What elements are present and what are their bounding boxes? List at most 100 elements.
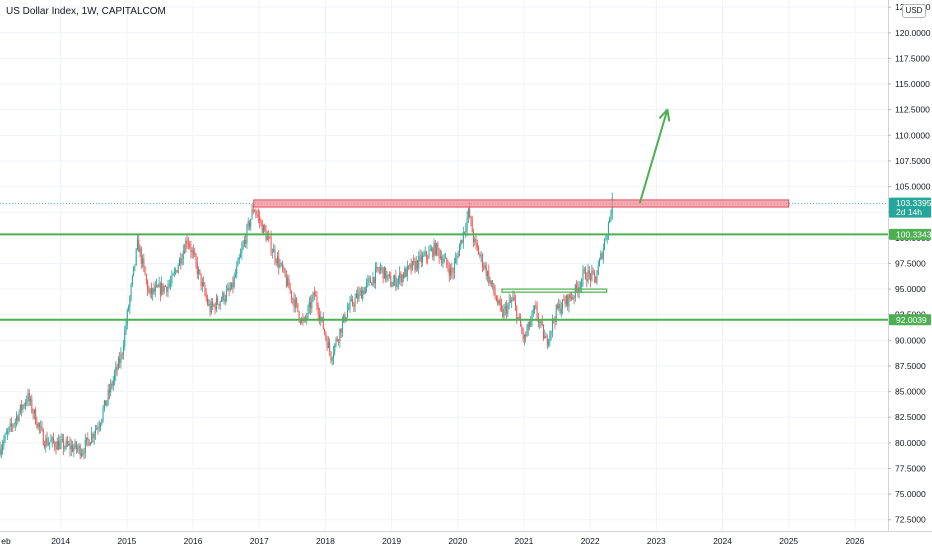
candle-body	[563, 299, 565, 302]
candle-body	[121, 353, 123, 355]
candle-body	[551, 319, 553, 331]
candle-body	[78, 445, 80, 449]
x-tick-label: 2023	[647, 536, 666, 546]
candle-body	[293, 298, 295, 308]
candle-body	[83, 453, 85, 455]
candle-body	[274, 249, 276, 260]
candle-body	[493, 283, 495, 293]
candle-body	[601, 253, 603, 259]
candle-body	[19, 404, 21, 413]
candle-body	[204, 285, 206, 294]
candle-body	[124, 330, 126, 347]
candle-body	[261, 221, 263, 233]
candle-body	[548, 341, 550, 345]
candle-body	[69, 443, 71, 450]
candle-body	[437, 243, 439, 250]
candle-body	[218, 304, 220, 306]
x-tick-label: 2017	[250, 536, 269, 546]
candle-body	[88, 440, 90, 446]
candle-body	[443, 258, 445, 261]
candles	[0, 192, 613, 460]
trend-arrow[interactable]	[638, 109, 669, 204]
candle-body	[166, 286, 168, 292]
candle-body	[35, 409, 37, 424]
candle-body	[369, 278, 371, 283]
candle-body	[144, 266, 146, 276]
candle-body	[213, 304, 215, 306]
candle-body	[355, 293, 357, 299]
candle-body	[294, 299, 296, 308]
candle-body	[514, 300, 516, 307]
candle-body	[32, 411, 34, 414]
candle-body	[436, 243, 438, 255]
candle-body	[228, 287, 230, 290]
candle-body	[411, 261, 413, 270]
candle-body	[339, 328, 341, 341]
candle-body	[481, 254, 483, 267]
candle-body	[234, 274, 236, 277]
candle-body	[210, 302, 212, 313]
candle-body	[381, 267, 383, 269]
candle-body	[153, 288, 155, 292]
candle-body	[112, 380, 114, 386]
candle-body	[106, 400, 108, 406]
candle-body	[251, 209, 253, 220]
candle-body	[173, 271, 175, 275]
resistance-zone[interactable]	[253, 199, 790, 208]
candle-body	[168, 284, 170, 286]
candle-body	[96, 427, 98, 430]
candle-body	[192, 250, 194, 253]
candle-body	[346, 309, 348, 318]
candle-body	[205, 293, 207, 299]
candle-body	[52, 437, 54, 443]
drawings[interactable]	[0, 108, 888, 321]
candle-body	[579, 286, 581, 288]
candle-body	[91, 433, 93, 443]
candle-body	[366, 282, 368, 288]
candle-body	[595, 276, 597, 283]
candle-body	[478, 247, 480, 255]
candle-body	[262, 225, 264, 233]
y-tick-label: 87.5000	[895, 361, 926, 371]
x-tick-label: 2022	[581, 536, 600, 546]
candle-body	[374, 268, 376, 284]
candle-body	[201, 281, 203, 287]
candle-body	[110, 383, 112, 393]
candle-body	[22, 405, 24, 410]
candle-body	[546, 337, 548, 345]
candle-body	[348, 307, 350, 310]
candle-body	[582, 270, 584, 281]
candle-body	[247, 221, 249, 226]
candle-body	[54, 442, 56, 448]
breakout-box[interactable]	[501, 288, 608, 293]
price-label-text: 103.3395	[896, 198, 932, 208]
chart-title: US Dollar Index, 1W, CAPITALCOM	[6, 6, 166, 17]
candle-body	[338, 340, 340, 342]
candle-body	[555, 305, 557, 322]
candle-body	[75, 442, 77, 450]
candle-body	[587, 270, 589, 282]
candle-body	[416, 260, 418, 269]
candle-body	[577, 287, 579, 292]
candle-body	[556, 305, 558, 309]
candle-body	[283, 268, 285, 270]
x-tick-label: 2015	[117, 536, 136, 546]
candle-body	[159, 283, 161, 295]
candle-body	[84, 440, 86, 454]
grid	[0, 0, 888, 531]
price-scale[interactable]	[888, 0, 932, 550]
candle-body	[55, 447, 57, 450]
candle-body	[423, 255, 425, 256]
candle-body	[539, 322, 541, 324]
candle-body	[376, 267, 378, 269]
price-label-text: 92.0039	[896, 315, 927, 325]
candle-body	[350, 299, 352, 301]
y-tick-label: 97.5000	[895, 258, 926, 268]
candle-body	[241, 248, 243, 254]
candle-body	[64, 447, 66, 449]
candle-body	[164, 286, 166, 288]
candle-body	[125, 324, 127, 331]
candle-body	[111, 383, 113, 386]
currency-badge[interactable]: USD	[902, 4, 926, 18]
